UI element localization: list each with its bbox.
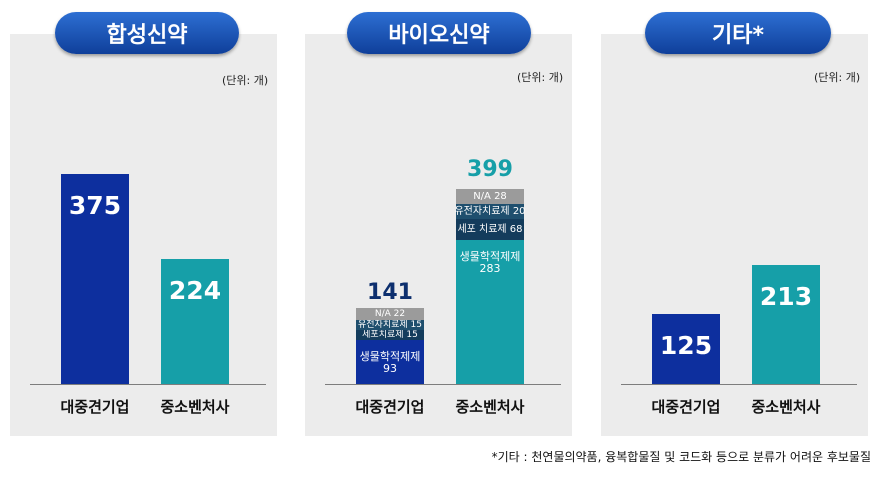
bio-segment-name: 생물학적제제	[459, 250, 521, 263]
bar-total-label: 399	[467, 157, 513, 182]
bar-value-label: 125	[659, 331, 713, 360]
gene-segment-large	[356, 320, 424, 330]
unit-label: (단위: 개)	[814, 71, 861, 84]
bio-segment-small	[456, 240, 524, 384]
baseline	[621, 384, 857, 385]
bio-segment-name: 생물학적제제	[359, 350, 421, 363]
unit-label: (단위: 개)	[222, 74, 269, 87]
bar-large	[61, 174, 129, 384]
na-segment-large	[356, 308, 424, 320]
bar-value-label: 213	[759, 281, 813, 311]
x-label-small: 중소벤처사	[751, 398, 821, 416]
cell-segment-small	[456, 219, 524, 240]
na-segment-small	[456, 189, 524, 204]
panel-bio: (단위: 개) 세포치료제 15 유전자치료제 15 N/A 22 생물학적제제 93 1…	[305, 34, 572, 436]
gene-segment-small	[456, 204, 524, 219]
x-label-small: 중소벤처사	[455, 398, 525, 416]
x-label-small: 중소벤처사	[160, 398, 230, 416]
gene-segment-label: 유전자치료제 15	[358, 319, 422, 330]
unit-label: (단위: 개)	[517, 71, 564, 84]
bio-segment-large	[356, 340, 424, 384]
cell-segment-label: 세포치료제 15	[362, 329, 418, 340]
footnote: *기타 : 천연물의약품, 융복합물질 및 코드화 등으로 분류가 어려운 후보…	[491, 450, 871, 464]
bio-segment-value: 93	[383, 362, 397, 375]
bar-total-label: 141	[367, 280, 413, 305]
na-segment-label: N/A 22	[374, 308, 406, 319]
x-label-large: 대중견기업	[60, 398, 130, 416]
x-label-large: 대중견기업	[355, 398, 425, 416]
baseline	[30, 384, 266, 385]
gene-segment-label: 유전자치료제 20	[454, 205, 526, 217]
panel-other: (단위: 개) 125 213 대중견기업 중소벤처사	[601, 34, 868, 436]
cell-segment-large	[356, 330, 424, 340]
bar-small	[161, 258, 229, 384]
bar-large	[652, 314, 720, 384]
title-pill-other: 기타*	[645, 12, 831, 54]
bar-small	[752, 264, 820, 384]
na-segment-label: N/A 28	[473, 190, 507, 202]
title-pill-synthetic: 합성신약	[55, 12, 239, 54]
bar-value-label: 224	[168, 275, 222, 305]
baseline	[325, 384, 561, 385]
x-label-large: 대중견기업	[651, 398, 721, 416]
bio-segment-value: 283	[479, 262, 501, 275]
panel-synthetic: (단위: 개) 375 224 대중견기업 중소벤처사	[10, 34, 277, 436]
bar-value-label: 375	[68, 191, 122, 220]
title-pill-bio: 바이오신약	[347, 12, 531, 54]
cell-segment-label: 세포 치료제 68	[457, 223, 523, 235]
